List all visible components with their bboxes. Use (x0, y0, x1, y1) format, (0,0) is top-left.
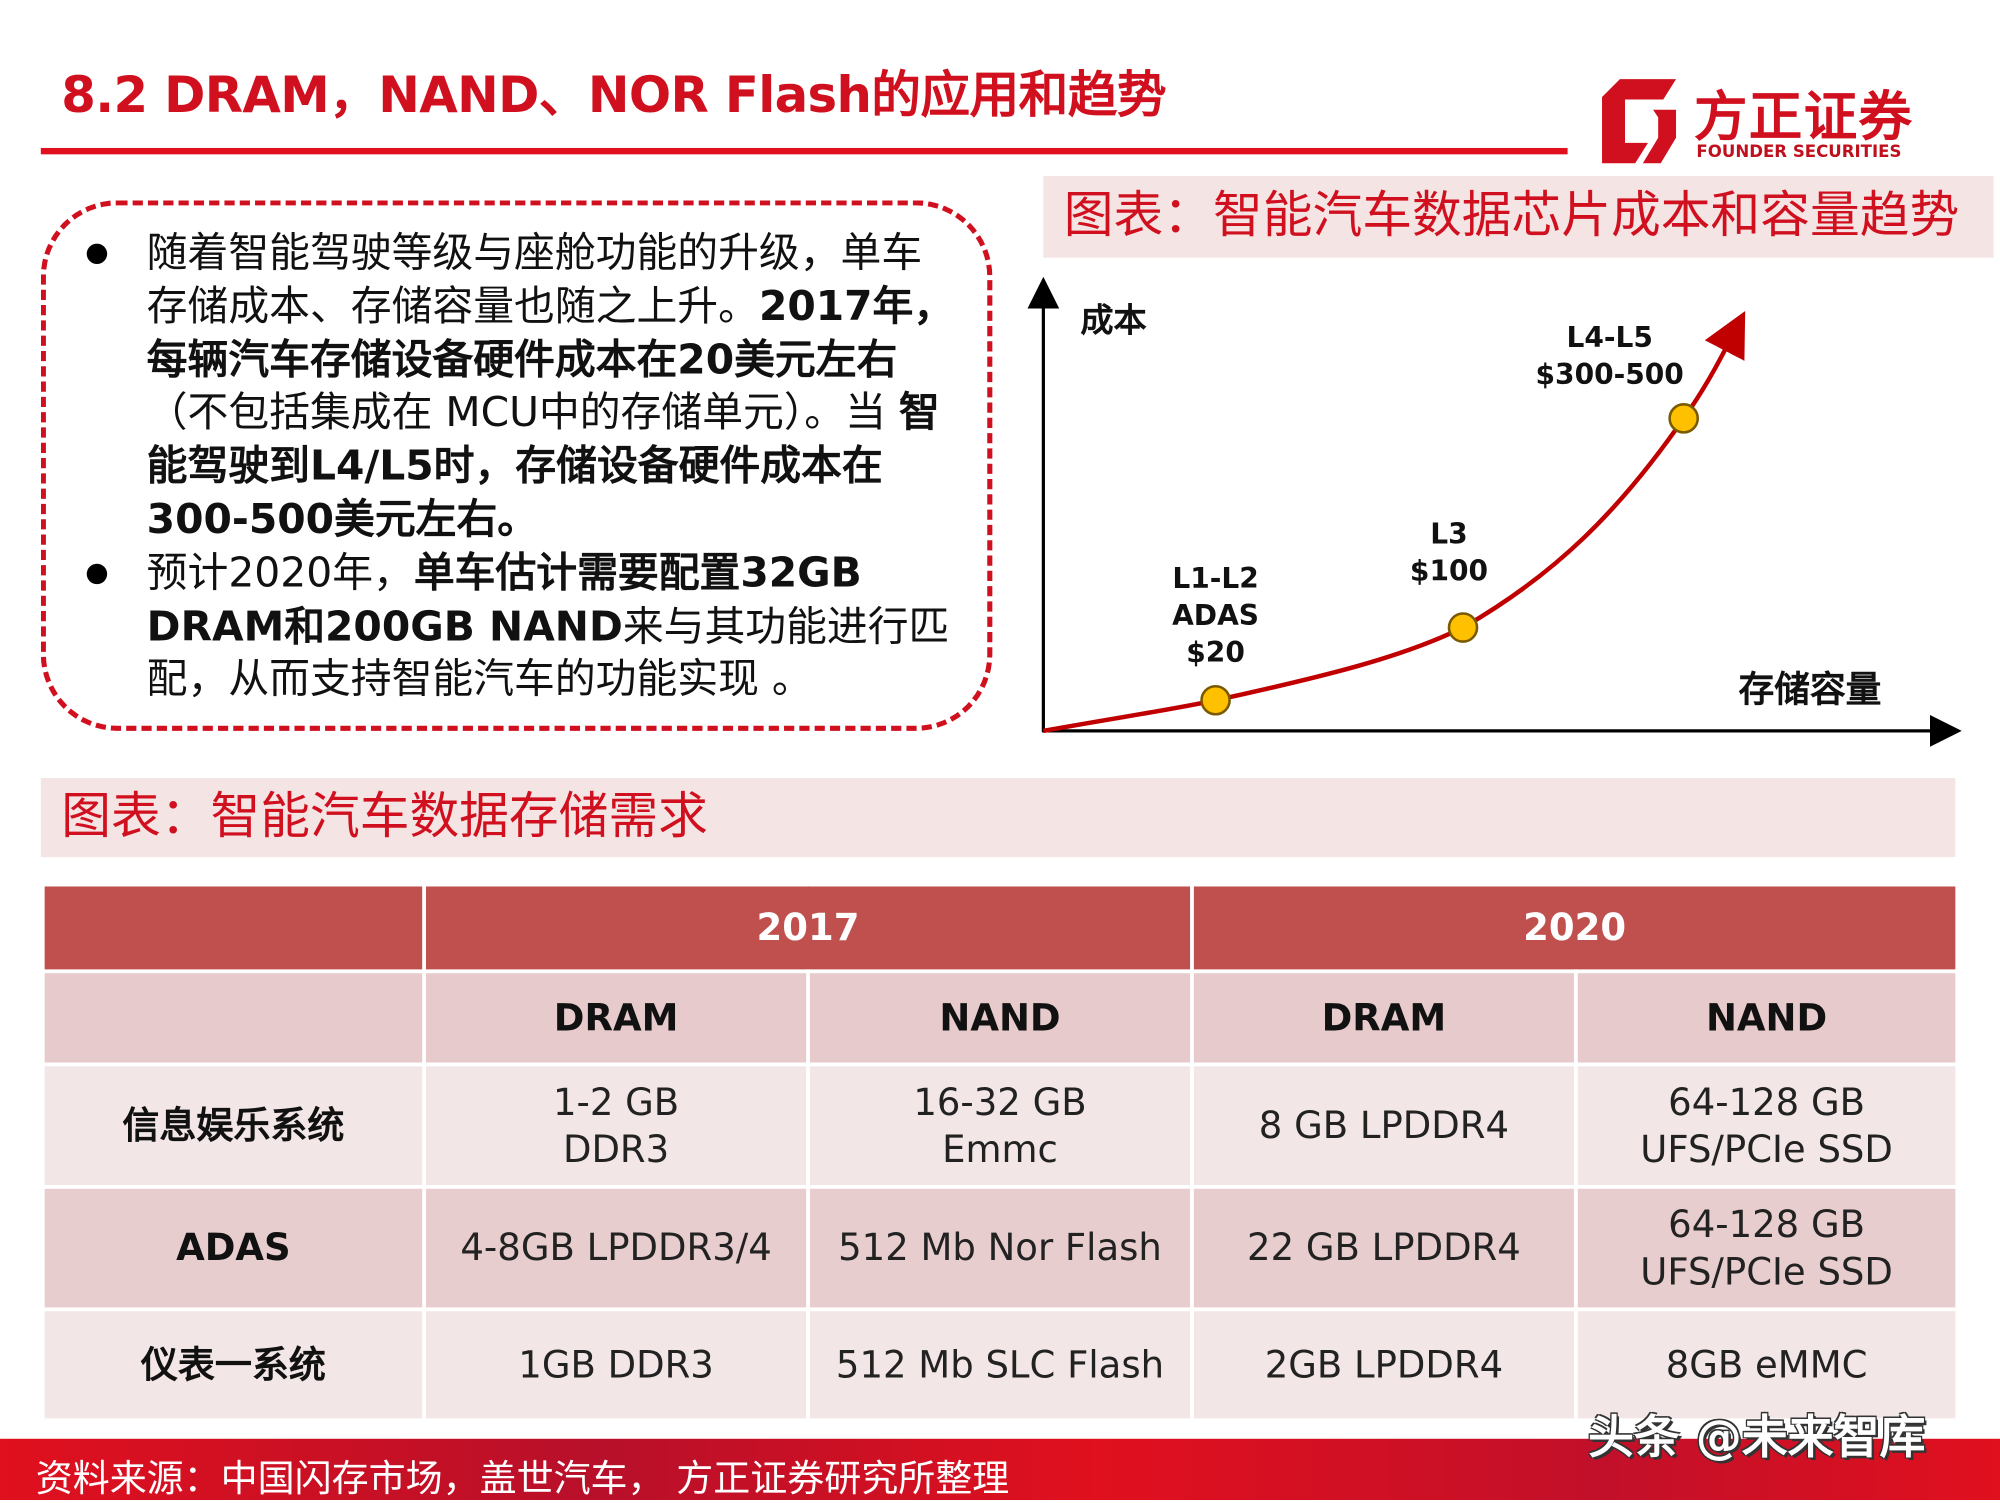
bullet-text-bold: 智能驾驶到L4/L5时，存储设备硬件成本在300-500美元左右。 (146, 388, 940, 544)
source-note: 资料来源：中国闪存市场，盖世汽车， 方正证券研究所整理 (35, 1456, 1010, 1500)
x-axis-label: 存储容量 (1738, 668, 1882, 711)
data-point (1200, 684, 1231, 716)
point-label-l4-l5: L4-L5 $300-500 (1520, 320, 1699, 394)
column-header: DRAM (1190, 969, 1578, 1067)
row-header: 仪表一系统 (40, 1307, 427, 1423)
cost-capacity-chart (1027, 276, 1962, 747)
bullet-dot-icon (86, 563, 108, 584)
column-header: DRAM (422, 969, 810, 1067)
table-corner-cell (40, 969, 427, 1067)
bullet-text: 预计2020年， (146, 548, 414, 597)
y-axis-label: 成本 (1080, 302, 1147, 341)
title-divider (40, 147, 1568, 155)
year-header: 2020 (1190, 882, 1960, 974)
table-subheader-row: DRAM NAND DRAM NAND (40, 969, 1960, 1067)
table-panel-title: 图表：智能汽车数据存储需求 (40, 778, 1956, 858)
bullet-text-bold: 2017年，每辆汽车存储设备硬件成本在20美元左右 (146, 281, 955, 384)
table-row: ADAS 4-8GB LPDDR3/4 512 Mb Nor Flash 22 … (40, 1184, 1960, 1312)
column-header: NAND (1573, 969, 1960, 1067)
logo-en-text: FOUNDER SECURITIES (1696, 142, 1902, 162)
data-label: L4-L5 (1566, 322, 1653, 355)
logo-cn-text: 方正证券 (1693, 85, 1914, 148)
table-cell: 8GB eMMC (1573, 1307, 1960, 1423)
table-cell: 22 GB LPDDR4 (1190, 1184, 1578, 1312)
bullet-text: 随着智能驾驶等级与座舱功能的升级，单车存储成本、存储容量也随之上升。 (146, 228, 923, 331)
row-header: 信息娱乐系统 (40, 1062, 427, 1189)
point-label-l1-l2: L1-L2 ADAS $20 (1152, 561, 1280, 672)
table-cell: 16-32 GB Emmc (806, 1062, 1194, 1189)
footer-band (0, 1438, 2000, 1500)
data-label: ADAS (1172, 600, 1260, 633)
watermark: 头条 @未来智库 (1588, 1411, 1926, 1465)
data-label: L3 (1430, 519, 1468, 552)
table-cell: 512 Mb SLC Flash (806, 1307, 1194, 1423)
bullet-text: （不包括集成在 MCU中的存储单元）。当 (146, 388, 899, 437)
table-header-row: 2017 2020 (40, 882, 1960, 974)
data-point (1668, 403, 1699, 434)
summary-bullets: 随着智能驾驶等级与座舱功能的升级，单车存储成本、存储容量也随之上升。2017年，… (79, 227, 959, 707)
bullet-dot-icon (86, 243, 108, 265)
data-label: $100 (1409, 556, 1489, 589)
table-cell: 64-128 GB UFS/PCIe SSD (1573, 1062, 1960, 1189)
year-header: 2017 (422, 882, 1194, 974)
table-row: 仪表一系统 1GB DDR3 512 Mb SLC Flash 2GB LPDD… (40, 1307, 1960, 1423)
page-title: 8.2 DRAM，NAND、NOR Flash的应用和趋势 (61, 67, 1166, 125)
point-label-l3: L3 $100 (1385, 517, 1513, 591)
table-cell: 1GB DDR3 (422, 1307, 810, 1423)
table-cell: 4-8GB LPDDR3/4 (422, 1184, 810, 1312)
storage-demand-table: 2017 2020 DRAM NAND DRAM NAND 信息娱乐系统 1-2… (40, 882, 1960, 1423)
bullet-text: 来与其功能进行匹配，从而支持智能汽车的功能实现 。 (146, 601, 950, 704)
logo-mark-icon (1602, 79, 1677, 164)
table-cell: 2GB LPDDR4 (1190, 1307, 1578, 1423)
table-cell: 8 GB LPDDR4 (1190, 1062, 1578, 1189)
data-label: $300-500 (1535, 359, 1684, 392)
row-header: ADAS (40, 1184, 427, 1312)
summary-box-border (40, 200, 993, 731)
table-corner-cell (40, 882, 427, 974)
bullet-item: 随着智能驾驶等级与座舱功能的升级，单车存储成本、存储容量也随之上升。2017年，… (79, 227, 959, 547)
table-row: 信息娱乐系统 1-2 GB DDR3 16-32 GB Emmc 8 GB LPDD… (40, 1062, 1960, 1189)
column-header: NAND (806, 969, 1194, 1067)
chart-panel-title: 图表：智能汽车数据芯片成本和容量趋势 (1043, 176, 1994, 258)
data-label: $20 (1186, 637, 1245, 670)
bullet-item: 预计2020年，单车估计需要配置32GB DRAM和200GB NAND来与其功… (79, 547, 959, 707)
data-point (1447, 612, 1479, 643)
founder-securities-logo: 方正证券 FOUNDER SECURITIES (1597, 74, 1931, 168)
bullet-text-bold: 单车估计需要配置32GB DRAM和200GB NAND (146, 548, 862, 650)
table-cell: 1-2 GB DDR3 (422, 1062, 810, 1189)
data-label: L1-L2 (1172, 563, 1259, 596)
table-cell: 64-128 GB UFS/PCIe SSD (1573, 1184, 1960, 1312)
table-cell: 512 Mb Nor Flash (806, 1184, 1194, 1312)
